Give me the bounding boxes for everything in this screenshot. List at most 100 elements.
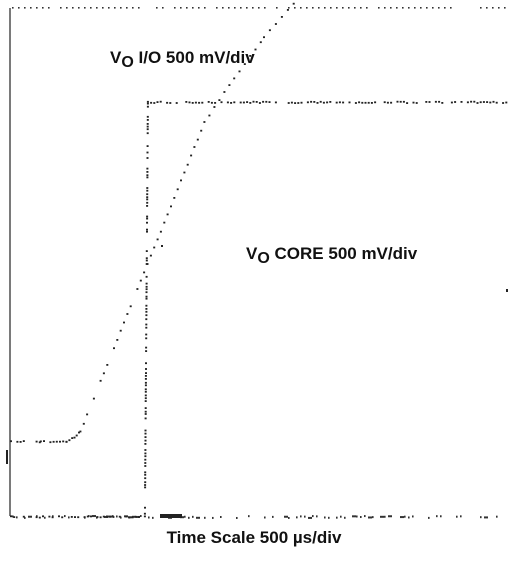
trace-point: [92, 397, 95, 400]
bottom-edge-dot: [480, 516, 482, 519]
trace-point: [492, 100, 495, 103]
trace-point: [145, 333, 148, 336]
trace-point: [42, 515, 44, 518]
trace-point: [198, 101, 201, 104]
trace-point: [144, 473, 147, 476]
trace-point: [145, 263, 148, 265]
trace-point: [242, 101, 245, 104]
trace-point: [59, 440, 61, 443]
bottom-edge-dot: [188, 516, 190, 519]
top-edge-dot: [72, 7, 74, 9]
top-edge-dot: [12, 7, 14, 9]
bottom-edge-dot: [204, 516, 206, 519]
trace-layer: [6, 2, 508, 519]
trace-point: [144, 407, 147, 409]
trace-point: [70, 516, 73, 518]
top-edge-dot: [204, 7, 206, 9]
trace-point: [55, 440, 58, 443]
trace-point: [90, 515, 92, 518]
trace-point: [466, 101, 469, 104]
trace-point: [145, 257, 148, 260]
trace-point: [156, 238, 159, 241]
trace-point: [383, 101, 386, 104]
trace-point: [479, 101, 482, 104]
bottom-edge-dot: [68, 516, 70, 519]
top-edge-dot: [174, 7, 176, 9]
trace-point: [146, 189, 149, 192]
bottom-edge-dot: [440, 515, 442, 518]
trace-point: [22, 515, 25, 518]
top-edge-dot: [294, 7, 296, 9]
trace-point: [51, 516, 54, 519]
trace-point: [390, 101, 393, 104]
trace-point: [386, 101, 389, 104]
trace-point: [306, 101, 309, 104]
bottom-edge-dot: [220, 515, 222, 518]
stray-point: [506, 289, 508, 292]
trace-point: [144, 443, 147, 445]
trace-point: [144, 413, 147, 415]
trace-point: [286, 9, 289, 11]
trace-point: [128, 516, 131, 519]
trace-point: [145, 308, 148, 310]
trace-point: [143, 271, 146, 274]
bottom-edge-dot: [460, 515, 462, 518]
trace-point: [233, 77, 236, 80]
trace-point: [358, 101, 361, 104]
trace-point: [144, 417, 147, 420]
trace-point: [145, 368, 147, 370]
top-edge-dot: [18, 7, 20, 9]
trace-point: [196, 138, 199, 141]
trace-point: [75, 434, 78, 437]
top-edge-dot: [30, 7, 32, 9]
trace-point: [145, 250, 148, 252]
trace-point: [213, 106, 216, 108]
trace-point: [290, 101, 293, 104]
bottom-edge-dot: [16, 516, 18, 519]
bottom-edge-dot: [192, 515, 194, 518]
trace-point: [144, 471, 147, 474]
trace-point: [476, 102, 479, 104]
trace-point: [412, 101, 415, 104]
top-edge-dot: [162, 7, 164, 9]
top-edge-dot: [330, 7, 332, 9]
top-edge-dot: [360, 7, 362, 9]
trace-point: [146, 157, 149, 159]
trace-point: [86, 515, 89, 518]
trace-point: [146, 128, 149, 131]
bottom-edge-dot: [456, 515, 458, 518]
trace-point: [144, 455, 147, 458]
bottom-edge-block: [160, 514, 182, 518]
bottom-edge-dot: [372, 516, 374, 519]
trace-point: [145, 291, 148, 294]
top-edge-dot: [102, 7, 104, 9]
trace-point: [145, 372, 147, 374]
trace-point: [364, 101, 367, 104]
bottom-edge-dot: [384, 515, 386, 518]
trace-point: [146, 102, 149, 105]
trace-point: [274, 101, 277, 104]
trace-point: [265, 100, 268, 103]
trace-point: [13, 516, 16, 518]
trace-point: [146, 230, 148, 233]
bottom-edge-dot: [312, 515, 314, 518]
trace-point: [342, 101, 345, 104]
trace-point: [99, 516, 102, 519]
trace-point: [125, 515, 128, 518]
trace-point: [146, 217, 149, 220]
trace-point: [58, 515, 60, 518]
top-edge-dot: [234, 7, 236, 9]
trace-point: [144, 432, 147, 435]
top-edge-dot: [246, 7, 248, 9]
bottom-edge-dot: [116, 515, 118, 518]
top-edge-dot: [42, 7, 44, 9]
trace-point: [134, 515, 137, 518]
trace-point: [146, 201, 149, 204]
trace-point: [19, 441, 22, 443]
trace-point: [144, 462, 147, 464]
trace-point: [166, 213, 169, 216]
bottom-edge-dot: [296, 516, 298, 519]
trace-point: [144, 484, 147, 486]
bottom-edge-dot: [408, 516, 410, 519]
top-edge-dot: [120, 7, 122, 9]
